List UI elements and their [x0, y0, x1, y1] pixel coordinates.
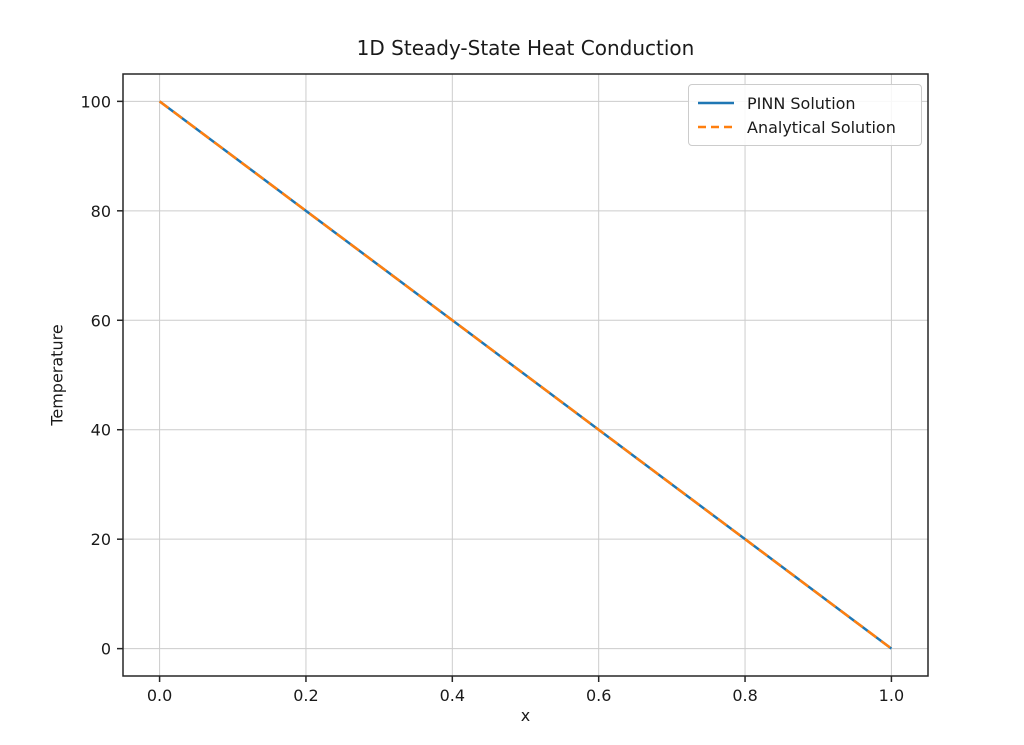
x-tick-label: 0.6: [586, 686, 611, 705]
y-tick-label: 100: [80, 92, 111, 111]
y-tick-label: 60: [91, 311, 111, 330]
legend-label: PINN Solution: [747, 93, 856, 113]
legend: PINN Solution Analytical Solution: [688, 84, 922, 146]
y-tick-label: 80: [91, 202, 111, 221]
chart-title: 1D Steady-State Heat Conduction: [356, 36, 695, 60]
y-tick-label: 40: [91, 421, 111, 440]
legend-line-sample: [698, 125, 734, 129]
y-tick-label: 20: [91, 530, 111, 549]
x-tick-label: 0.0: [147, 686, 172, 705]
legend-item: PINN Solution: [697, 91, 913, 115]
series-line-pinn-solution: [158, 100, 893, 650]
legend-line-sample: [698, 101, 734, 105]
x-tick-label: 0.4: [440, 686, 465, 705]
axes-frame: [122, 73, 929, 677]
x-axis-label: x: [520, 706, 531, 725]
legend-item: Analytical Solution: [697, 115, 913, 139]
legend-label: Analytical Solution: [747, 117, 896, 137]
y-tick-label: 0: [101, 640, 111, 659]
x-tick-label: 0.2: [293, 686, 318, 705]
x-tick-label: 1.0: [879, 686, 904, 705]
x-tick-label: 0.8: [732, 686, 757, 705]
